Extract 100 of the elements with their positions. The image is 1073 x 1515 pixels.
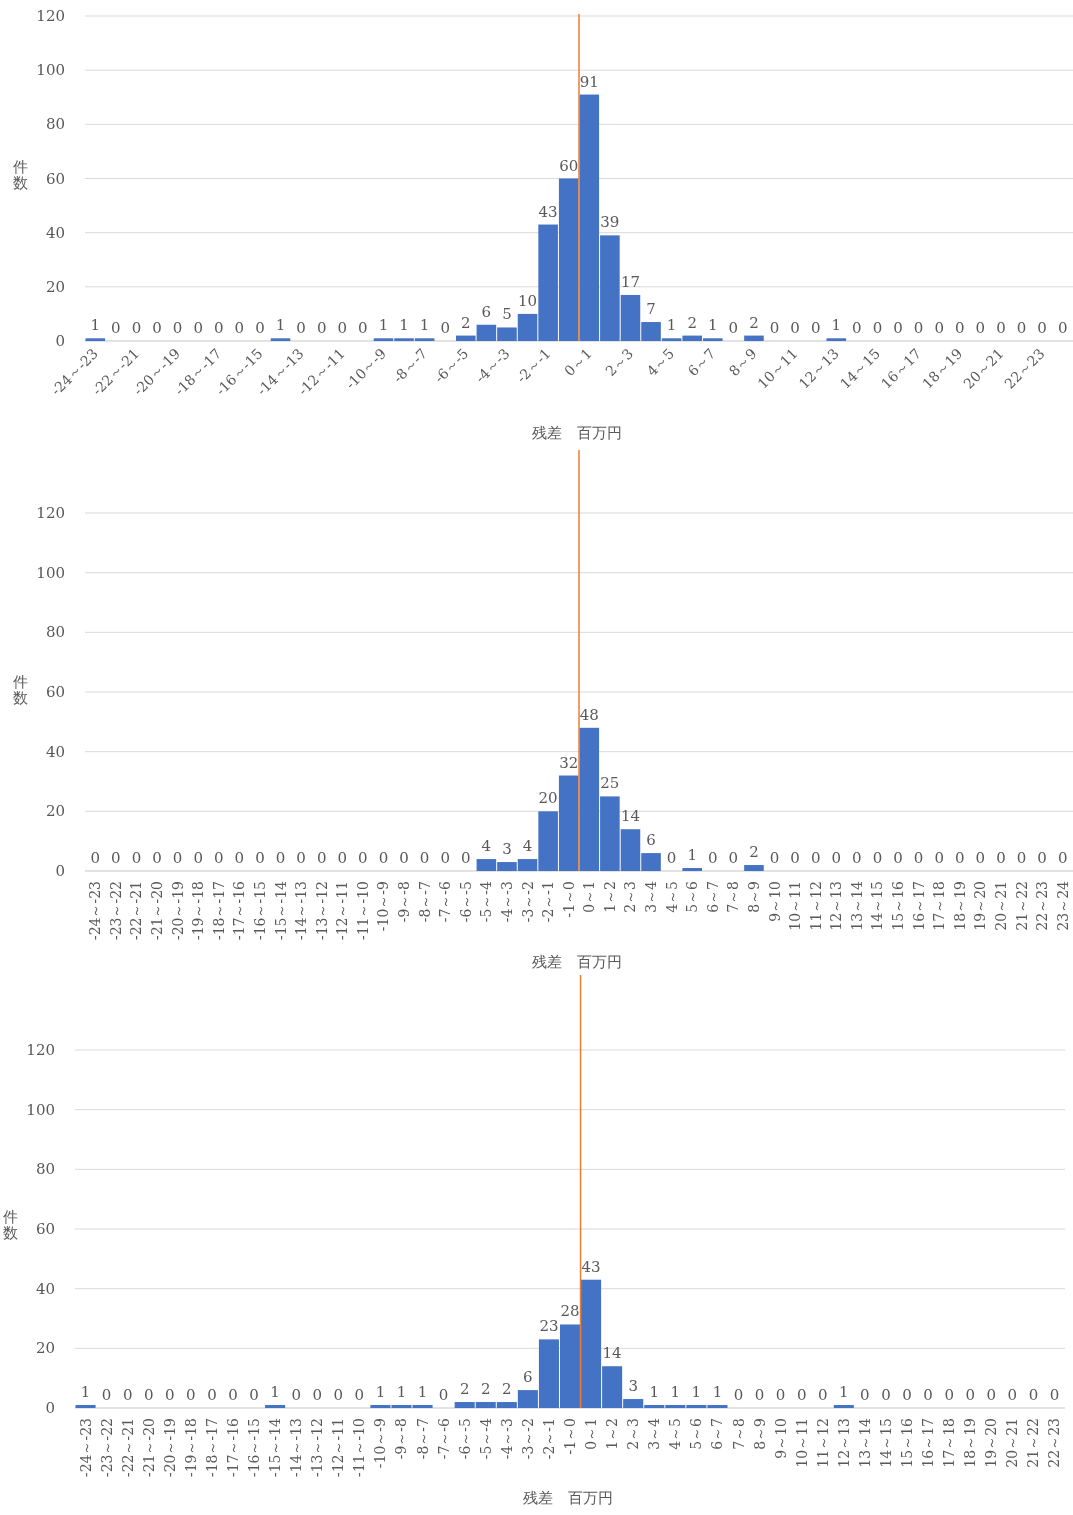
x-tick-label: -21～-20 (149, 881, 166, 941)
y-tick-label: 40 (45, 223, 65, 242)
x-tick-label: -6～-5 (457, 881, 474, 923)
data-label: 60 (559, 156, 579, 175)
data-label: 48 (579, 705, 599, 724)
data-label: 0 (1028, 1386, 1039, 1404)
data-label: 1 (417, 1383, 428, 1402)
x-tick-label: 22～23 (1034, 881, 1051, 931)
y-tick-label: 20 (45, 277, 65, 296)
data-label: 0 (769, 849, 780, 867)
data-label: 0 (296, 319, 306, 337)
data-label: 0 (790, 849, 800, 867)
x-tick-label: 22～23 (1046, 1418, 1063, 1468)
x-tick-label: -2～-1 (540, 881, 557, 923)
data-label: 1 (691, 1383, 702, 1402)
data-label: 0 (666, 849, 677, 867)
x-tick-label: -22～-21 (119, 1418, 136, 1478)
data-label: 6 (646, 831, 656, 850)
data-label: 0 (944, 1386, 954, 1404)
data-label: 0 (275, 849, 286, 867)
bar (826, 338, 847, 341)
y-tick-label: 0 (55, 862, 65, 880)
x-tick-label: -4～-3 (472, 345, 513, 386)
data-label: 0 (234, 849, 245, 867)
data-label: 0 (975, 849, 986, 867)
x-tick-label: -20～-19 (169, 881, 186, 941)
y-tick-label: 40 (35, 1279, 55, 1298)
data-label: 0 (255, 849, 265, 867)
x-tick-label: -11～-10 (351, 1418, 368, 1478)
data-label: 25 (600, 774, 620, 793)
data-label: 0 (923, 1386, 933, 1404)
x-tick-label: 0～1 (581, 881, 598, 913)
x-tick-label: -2～-1 (513, 345, 554, 386)
data-label: 1 (275, 316, 286, 335)
bar (744, 865, 764, 871)
data-label: 2 (749, 313, 759, 332)
data-label: 6 (481, 302, 492, 321)
data-label: 0 (1007, 1386, 1018, 1404)
data-label: 0 (152, 849, 162, 867)
data-label: 0 (440, 849, 450, 867)
data-label: 0 (378, 849, 389, 867)
data-label: 0 (1037, 849, 1047, 867)
x-tick-label: -17～-16 (224, 1417, 241, 1478)
data-label: 0 (790, 319, 800, 337)
y-tick-label: 60 (35, 1220, 55, 1238)
data-label: 0 (1057, 849, 1068, 867)
x-tick-label: 11～12 (807, 881, 824, 931)
data-label: 0 (419, 849, 430, 867)
data-label: 0 (131, 319, 142, 337)
x-tick-label: 13～14 (848, 880, 865, 931)
data-label: 1 (378, 316, 389, 335)
data-label: 1 (419, 316, 430, 335)
bar (265, 1405, 286, 1408)
x-axis-title: 残差 百万円 (532, 953, 622, 971)
x-tick-label: -5～-4 (478, 880, 495, 923)
x-tick-label: 5～6 (684, 880, 701, 913)
data-label: 0 (893, 319, 903, 337)
y-tick-label: 0 (45, 1399, 55, 1417)
y-tick-label: 80 (35, 1160, 55, 1179)
data-label: 23 (539, 1317, 559, 1336)
data-label: 0 (214, 319, 224, 337)
x-tick-label: -8～-7 (416, 881, 433, 923)
x-tick-label: 6～7 (684, 345, 719, 380)
data-label: 0 (214, 849, 224, 867)
data-label: 0 (101, 1386, 112, 1404)
data-label: 1 (666, 316, 677, 335)
x-tick-label: 14～15 (869, 881, 886, 931)
x-tick-label: -8～-7 (389, 345, 431, 386)
data-label: 2 (459, 1380, 470, 1399)
x-tick-label: -13～-12 (313, 881, 330, 941)
data-label: 0 (852, 849, 862, 867)
x-tick-label: 21～22 (1013, 881, 1030, 931)
y-axis-title: 件数 (12, 673, 28, 707)
data-label: 1 (831, 316, 842, 335)
data-label: 0 (1049, 1386, 1060, 1404)
x-tick-label: -17～-16 (231, 880, 248, 941)
data-label: 1 (712, 1383, 723, 1402)
x-tick-label: -10～-9 (375, 881, 392, 932)
data-label: 0 (354, 1386, 365, 1404)
data-label: 28 (560, 1302, 580, 1321)
data-label: 0 (769, 319, 780, 337)
data-label: 0 (1016, 319, 1027, 337)
x-tick-label: 14～15 (877, 1418, 894, 1468)
data-label: 0 (831, 849, 842, 867)
x-tick-label: -9～-8 (396, 881, 413, 923)
data-label: 0 (902, 1386, 912, 1404)
x-tick-label: 6～7 (704, 881, 721, 913)
x-tick-label: 10～11 (793, 1418, 810, 1468)
data-label: 39 (600, 213, 620, 232)
data-label: 0 (1016, 849, 1027, 867)
y-tick-label: 40 (45, 742, 65, 761)
x-tick-label: -16～-15 (251, 881, 268, 941)
data-label: 0 (111, 849, 121, 867)
y-tick-label: 60 (45, 683, 65, 701)
data-label: 0 (728, 319, 739, 337)
data-label: 0 (754, 1386, 765, 1404)
x-tick-label: 7～8 (725, 881, 742, 913)
data-label: 0 (986, 1386, 997, 1404)
x-tick-label: -7～-6 (435, 1417, 452, 1460)
x-tick-label: 15～16 (890, 880, 907, 931)
